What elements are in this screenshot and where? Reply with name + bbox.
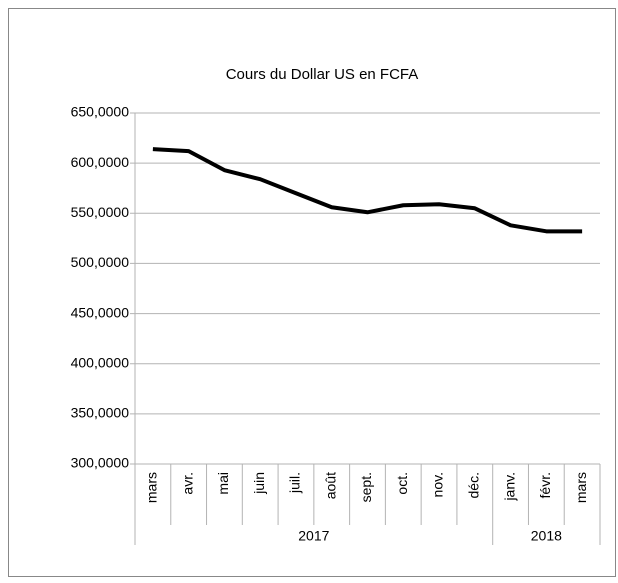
x-tick-label: mai xyxy=(215,472,231,495)
x-tick-label: nov. xyxy=(430,472,446,497)
y-tick-label: 400,0000 xyxy=(71,354,130,370)
y-tick-label: 450,0000 xyxy=(71,304,130,320)
x-tick-label: janv. xyxy=(501,472,517,502)
chart-border xyxy=(8,8,616,577)
group-label: 2017 xyxy=(298,528,329,544)
x-tick-label: mars xyxy=(144,472,160,503)
x-tick-label: avr. xyxy=(179,472,195,495)
x-tick-label: août xyxy=(322,472,338,499)
x-tick-label: juil. xyxy=(287,472,303,494)
x-tick-label: févr. xyxy=(537,472,553,498)
x-tick-label: sept. xyxy=(358,472,374,502)
x-tick-label: mars xyxy=(573,472,589,503)
x-tick-label: déc. xyxy=(466,472,482,498)
y-tick-label: 600,0000 xyxy=(71,154,130,170)
group-label: 2018 xyxy=(531,528,562,544)
chart-title: Cours du Dollar US en FCFA xyxy=(226,66,419,83)
y-tick-label: 300,0000 xyxy=(71,455,130,471)
series-line xyxy=(152,147,583,234)
y-tick-label: 650,0000 xyxy=(71,104,130,120)
y-tick-label: 500,0000 xyxy=(71,254,130,270)
y-tick-label: 350,0000 xyxy=(71,405,130,421)
y-tick-label: 550,0000 xyxy=(71,204,130,220)
x-tick-label: oct. xyxy=(394,472,410,495)
x-tick-label: juin xyxy=(251,472,267,495)
